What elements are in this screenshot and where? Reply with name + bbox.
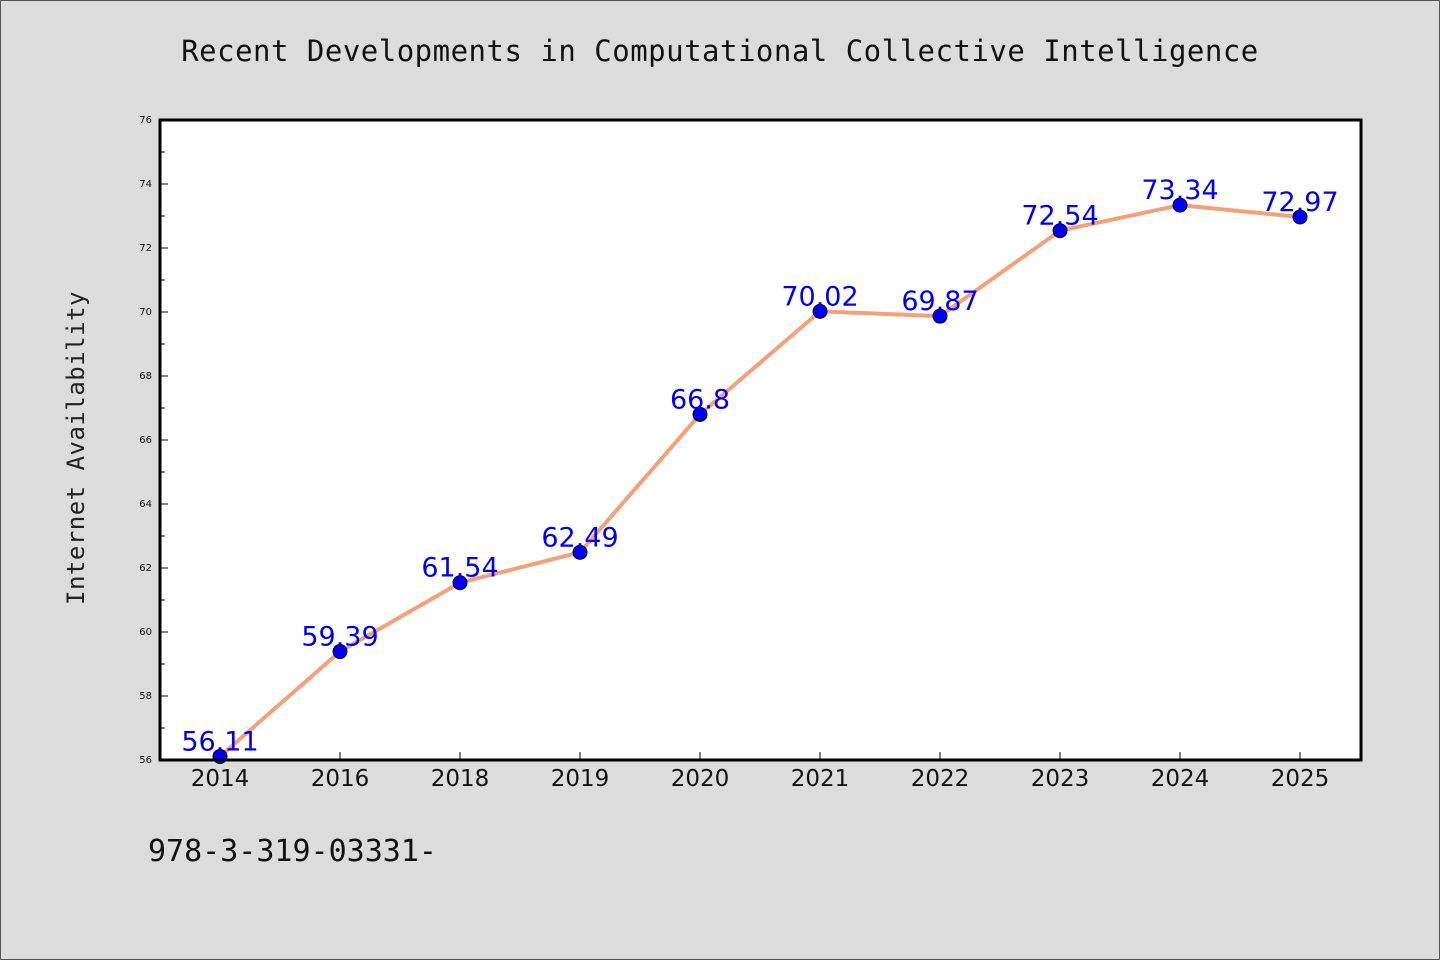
- y-tick-label: 74: [139, 179, 152, 190]
- data-point: [572, 544, 588, 560]
- data-label: 69.87: [901, 286, 978, 317]
- x-tick-label: 2022: [911, 766, 970, 792]
- data-label: 72.97: [1261, 187, 1338, 218]
- x-tick-label: 2021: [791, 766, 850, 792]
- data-label: 56.11: [181, 726, 258, 757]
- data-point: [1052, 223, 1068, 239]
- data-point: [812, 303, 828, 319]
- data-label: 72.54: [1021, 201, 1098, 232]
- data-point: [1292, 209, 1308, 225]
- y-tick-label: 64: [139, 499, 152, 510]
- data-label: 62.49: [541, 522, 618, 553]
- x-tick-label: 2016: [311, 766, 370, 792]
- x-tick-label: 2020: [671, 766, 730, 792]
- chart-title: Recent Developments in Computational Col…: [181, 34, 1259, 68]
- footer-note: 978-3-319-03331-: [148, 834, 437, 869]
- x-tick-label: 2024: [1151, 766, 1210, 792]
- x-tick-label: 2025: [1271, 766, 1330, 792]
- data-point: [332, 644, 348, 660]
- y-tick-label: 62: [139, 563, 152, 574]
- data-label: 59.39: [301, 622, 378, 653]
- plot-area: [160, 120, 1361, 760]
- data-label: 61.54: [421, 553, 498, 584]
- x-tick-label: 2023: [1031, 766, 1090, 792]
- data-point: [1172, 197, 1188, 213]
- x-tick-label: 2019: [551, 766, 610, 792]
- data-label: 70.02: [781, 281, 858, 312]
- y-tick-label: 72: [139, 243, 152, 254]
- y-tick-label: 70: [139, 307, 152, 318]
- y-tick-label: 58: [139, 691, 152, 702]
- data-label: 66.8: [670, 384, 730, 415]
- y-tick-label: 76: [139, 115, 152, 126]
- data-point: [932, 308, 948, 324]
- plot-border: [158, 118, 1363, 762]
- x-tick-label: 2014: [191, 766, 250, 792]
- data-point: [692, 406, 708, 422]
- data-point: [452, 575, 468, 591]
- data-label: 73.34: [1141, 175, 1218, 206]
- y-tick-label: 56: [139, 755, 152, 766]
- y-tick-label: 66: [139, 435, 152, 446]
- series-line: [218, 203, 1302, 759]
- x-tick-label: 2018: [431, 766, 490, 792]
- y-tick-label: 60: [139, 627, 152, 638]
- y-tick-label: 68: [139, 371, 152, 382]
